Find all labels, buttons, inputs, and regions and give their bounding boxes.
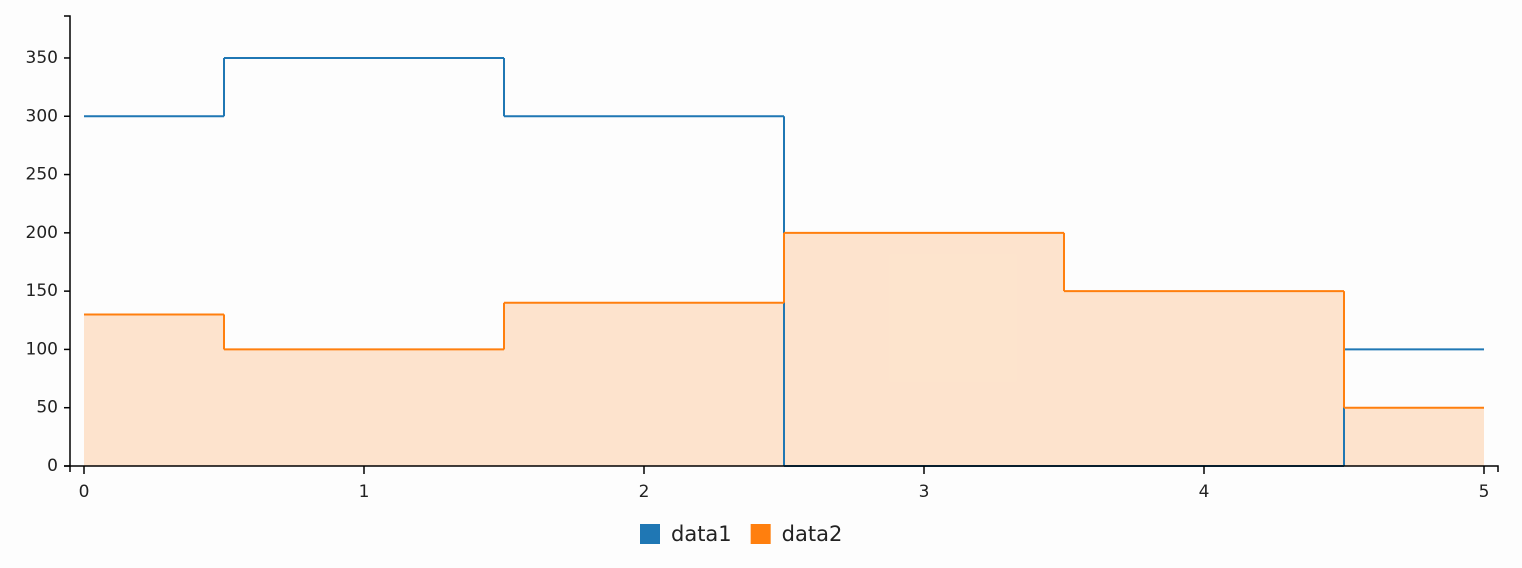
area-step xyxy=(1344,407,1484,466)
legend-swatch xyxy=(750,524,771,544)
area-step xyxy=(784,232,1064,466)
area-step xyxy=(1064,291,1344,466)
area-step xyxy=(224,349,504,466)
x-tick-label: 3 xyxy=(919,482,930,502)
x-tick-label: 4 xyxy=(1199,482,1210,502)
y-tick-label: 200 xyxy=(26,223,58,243)
y-tick-label: 300 xyxy=(26,106,58,126)
y-tick-label: 100 xyxy=(26,339,58,359)
x-tick-label: 1 xyxy=(359,482,370,502)
legend-label: data1 xyxy=(671,522,732,546)
x-axis xyxy=(69,465,1499,472)
x-tick-label: 5 xyxy=(1479,482,1490,502)
y-tick-label: 350 xyxy=(26,48,58,68)
area-step xyxy=(84,314,224,466)
x-tick-label: 2 xyxy=(639,482,650,502)
area-step xyxy=(504,302,784,466)
legend-label: data2 xyxy=(782,522,843,546)
y-tick-label: 0 xyxy=(47,456,58,476)
y-tick-label: 50 xyxy=(36,398,58,418)
legend-swatch xyxy=(640,524,660,544)
y-tick-label: 250 xyxy=(26,165,58,185)
y-tick-label: 150 xyxy=(26,281,58,301)
y-axis xyxy=(64,15,71,467)
x-tick-label: 0 xyxy=(79,482,90,502)
